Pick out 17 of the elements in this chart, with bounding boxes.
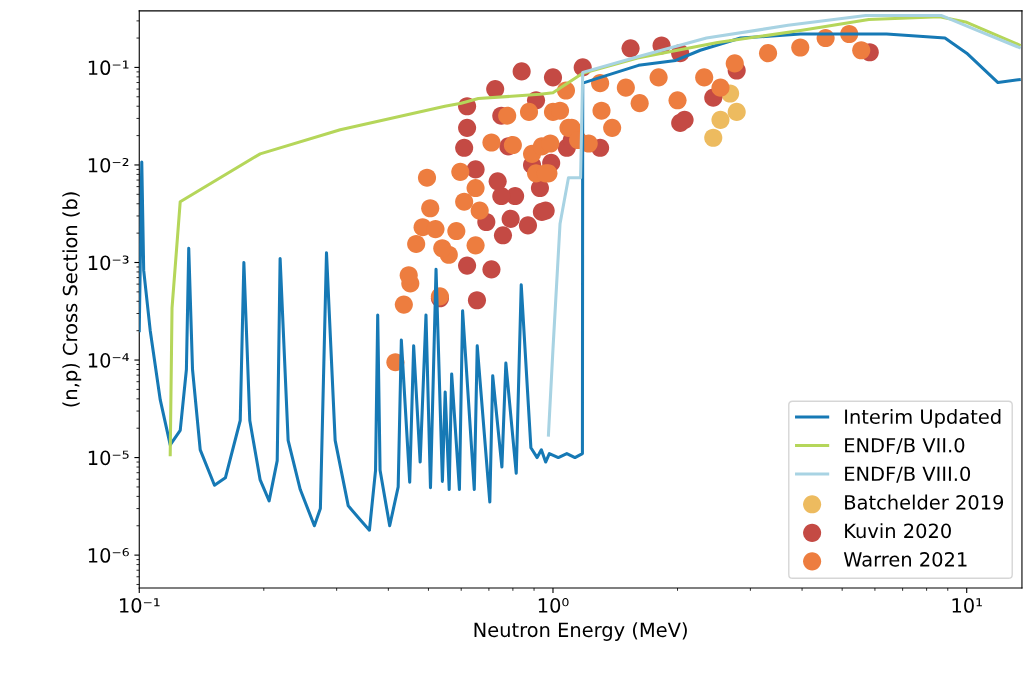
y-tick-label: 10⁻²	[88, 157, 129, 173]
x-tick-label: 10⁰	[538, 598, 569, 613]
x-axis-title: Neutron Energy (MeV)	[474, 622, 687, 641]
y-tick-label: 10⁻⁴	[88, 352, 129, 368]
y-tick-label: 10⁻⁵	[88, 450, 129, 466]
y-tick-label: 10⁻⁶	[88, 548, 129, 563]
legend-label: Warren 2021	[843, 552, 967, 567]
legend-label: Batchelder 2019	[845, 494, 1004, 510]
legend-label: Interim Updated	[845, 408, 1001, 428]
y-tick-label: 10⁻¹	[88, 60, 129, 76]
x-tick-label: 10⁻¹	[120, 598, 160, 613]
legend-label: Kuvin 2020	[845, 523, 951, 539]
y-tick-label: 10⁻³	[88, 255, 129, 271]
x-tick-label: 10¹	[952, 598, 982, 613]
legend-label: ENDF/B VII.0	[845, 437, 965, 455]
y-axis-title: (n,p) Cross Section (b)	[62, 192, 82, 407]
legend-label: ENDF/B VIII.0	[845, 466, 971, 483]
